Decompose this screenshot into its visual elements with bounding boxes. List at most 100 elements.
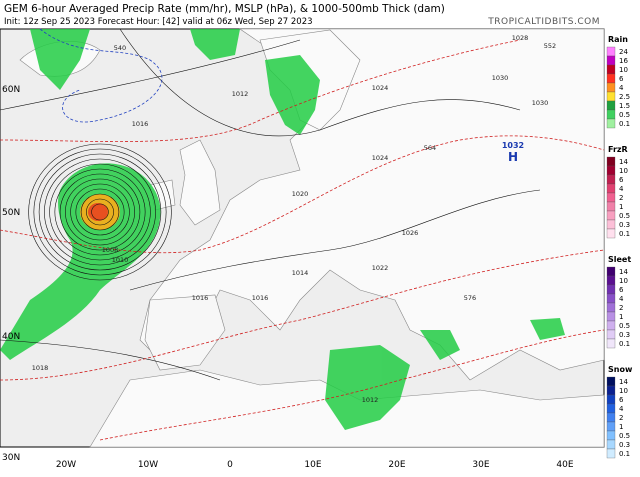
precip-area xyxy=(265,55,320,135)
isobar-label: 1010 xyxy=(112,256,129,264)
legend-swatch xyxy=(606,320,616,331)
lon-label: 40E xyxy=(556,460,573,470)
isobar xyxy=(54,168,146,256)
lat-label: 60N xyxy=(2,85,20,95)
thickness-line xyxy=(99,329,605,441)
legend-swatch xyxy=(606,109,616,120)
legend-tick: 2 xyxy=(619,304,623,312)
isobar xyxy=(28,143,172,281)
legend-tick: 0.5 xyxy=(619,322,630,330)
legend-tick: 4 xyxy=(619,185,624,193)
legend-swatch xyxy=(606,266,616,277)
legend-tick: 2 xyxy=(619,194,623,202)
isobar xyxy=(70,183,130,241)
legend-swatch xyxy=(606,412,616,423)
isobar xyxy=(59,173,141,251)
legend-swatch xyxy=(606,82,616,93)
legend-swatch xyxy=(606,219,616,230)
legend-tick: 0.1 xyxy=(619,450,630,458)
precip-area xyxy=(190,29,240,60)
isobar xyxy=(0,39,301,111)
iberia xyxy=(144,294,226,371)
legend-tick: 1 xyxy=(619,313,623,321)
isobar-label: 1016 xyxy=(132,120,149,128)
thickness-line xyxy=(39,28,163,123)
legend-swatch xyxy=(606,46,616,57)
legend-swatch xyxy=(606,183,616,194)
isobar-label: 540 xyxy=(114,44,126,52)
legend-tick: 2 xyxy=(619,414,623,422)
isobar xyxy=(91,203,109,221)
isobar-label: 564 xyxy=(424,144,436,152)
isobar-label: 1028 xyxy=(512,34,529,42)
legend-tick: 6 xyxy=(619,176,624,184)
legend-tick: 24 xyxy=(619,48,628,56)
subtitle: Init: 12z Sep 25 2023 Forecast Hour: [42… xyxy=(4,17,313,27)
legend-swatch xyxy=(606,448,616,459)
legend-swatch xyxy=(606,91,616,102)
storm-core xyxy=(80,194,120,230)
isobar xyxy=(129,189,541,291)
legend-swatch xyxy=(606,174,616,185)
legend-tick: 10 xyxy=(619,167,628,175)
legend-swatch xyxy=(606,165,616,176)
isobar xyxy=(86,198,114,226)
legend-swatch xyxy=(606,385,616,396)
precip-area xyxy=(530,318,565,340)
legend-swatch xyxy=(606,338,616,349)
isobar xyxy=(119,28,521,137)
legend-tick: 10 xyxy=(619,66,628,74)
legend-swatch xyxy=(606,64,616,75)
lon-label: 10E xyxy=(304,460,321,470)
title: GEM 6-hour Averaged Precip Rate (mm/hr),… xyxy=(4,3,445,15)
legend-swatch xyxy=(606,394,616,405)
isobar xyxy=(33,148,167,276)
legend-tick: 14 xyxy=(619,378,628,386)
isobar-label: 1024 xyxy=(372,154,389,162)
isobar-label: 1012 xyxy=(362,396,379,404)
legend-tick: 0.3 xyxy=(619,441,630,449)
isobar-label: 1030 xyxy=(532,99,549,107)
isobar xyxy=(75,188,125,236)
isobar xyxy=(0,339,221,381)
legend-tick: 6 xyxy=(619,396,624,404)
legend-tick: 2.5 xyxy=(619,93,630,101)
lon-label: 0 xyxy=(227,460,233,470)
britain xyxy=(179,139,221,226)
legend-tick: 14 xyxy=(619,268,628,276)
thickness-lines xyxy=(0,39,605,441)
thickness-line xyxy=(0,135,605,254)
legend-tick: 0.1 xyxy=(619,230,630,238)
isobar-label: 576 xyxy=(464,294,476,302)
lat-label: 50N xyxy=(2,208,20,218)
isobar-label: 1012 xyxy=(232,90,249,98)
lat-label: 40N xyxy=(2,332,20,342)
lon-label: 10W xyxy=(138,460,158,470)
lon-label: 30E xyxy=(472,460,489,470)
legend-tick: 0.5 xyxy=(619,212,630,220)
legend-tick: 1.5 xyxy=(619,102,630,110)
legend-swatch xyxy=(606,228,616,239)
legend-tick: 4 xyxy=(619,405,624,413)
legend-swatch xyxy=(606,439,616,450)
precip-area xyxy=(325,345,410,430)
legend-swatch xyxy=(606,55,616,66)
legend-swatch xyxy=(606,430,616,441)
isobar-label: 1008 xyxy=(102,246,119,254)
isobar xyxy=(38,153,162,271)
precip-area xyxy=(420,330,460,360)
legend-swatch xyxy=(606,376,616,387)
isobar xyxy=(44,158,156,266)
legend-swatch xyxy=(606,100,616,111)
legend-tick: 0.3 xyxy=(619,221,630,229)
legend-tick: 6 xyxy=(619,286,624,294)
legend-swatch xyxy=(606,284,616,295)
legend-title: Rain xyxy=(608,35,628,44)
precip-area xyxy=(30,29,90,90)
legend-swatch xyxy=(606,192,616,203)
legend-tick: 0.3 xyxy=(619,331,630,339)
isobar-label: 1016 xyxy=(252,294,269,302)
legend-swatch xyxy=(606,210,616,221)
